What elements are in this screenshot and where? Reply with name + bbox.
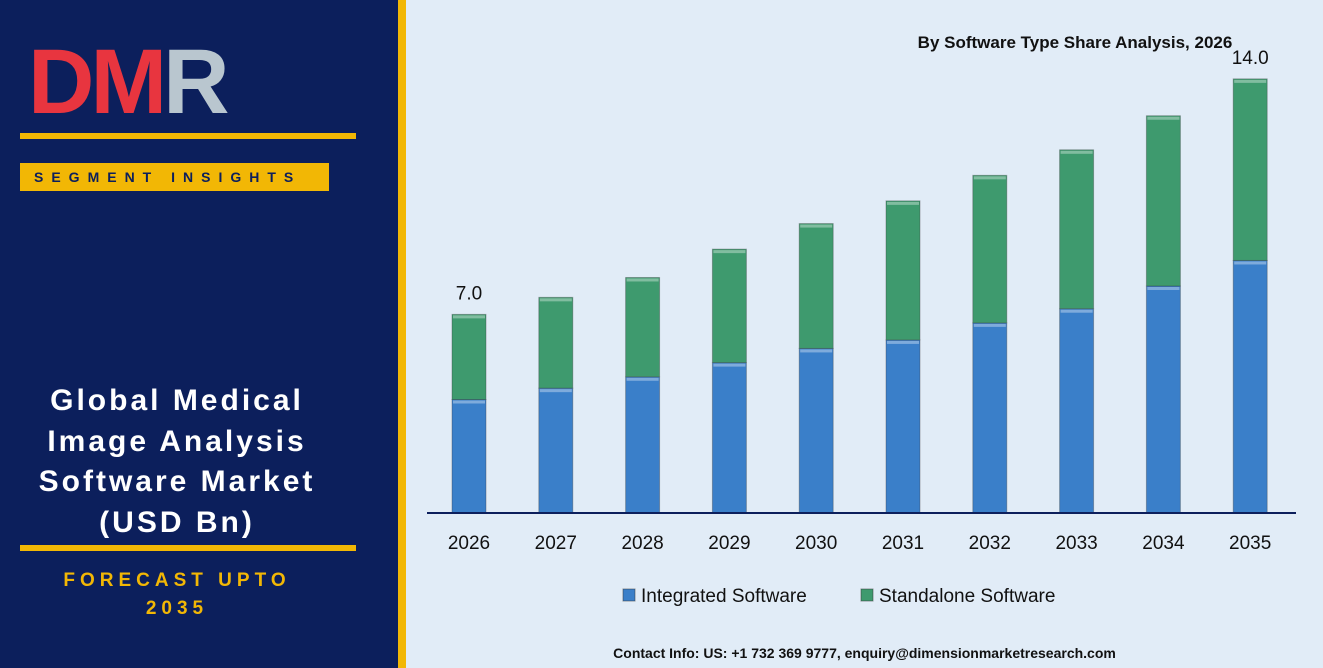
legend-swatch-integrated: [622, 588, 636, 602]
bar-highlight-1-2028: [626, 278, 659, 282]
bar-highlight-0-2033: [1060, 309, 1093, 313]
x-tick-label-2034: 2034: [1142, 533, 1185, 554]
bar-highlight-0-2029: [713, 363, 746, 367]
bar-highlight-1-2033: [1060, 150, 1093, 154]
bar-highlight-0-2035: [1234, 261, 1267, 265]
bar-highlight-1-2031: [887, 201, 919, 205]
x-tick-label-2033: 2033: [1055, 533, 1097, 554]
bar-standalone-2026: [451, 313, 487, 400]
report-title: Global Medical Image Analysis Software M…: [38, 384, 316, 539]
legend-label-integrated: Integrated Software: [641, 586, 807, 607]
bar-highlight-1-2026: [453, 315, 485, 319]
bar-integrated-2035: [1232, 259, 1268, 514]
bar-integrated-2030: [798, 347, 834, 514]
bar-integrated-2028: [625, 376, 661, 514]
bar-highlight-0-2028: [626, 377, 659, 381]
x-tick-label-2032: 2032: [969, 533, 1011, 554]
bar-highlight-0-2032: [973, 323, 1006, 327]
accent-divider: [398, 0, 406, 668]
rule-top: [20, 133, 356, 139]
x-tick-label-2035: 2035: [1229, 533, 1271, 554]
logo-letter-r: R: [163, 31, 229, 133]
data-label-2035: 14.0: [1232, 48, 1269, 69]
bar-integrated-2029: [711, 362, 747, 514]
bar-highlight-1-2035: [1234, 79, 1267, 83]
bar-highlight-1-2034: [1147, 116, 1180, 120]
data-label-2026: 7.0: [456, 283, 482, 304]
left-panel: [0, 0, 398, 668]
legend-swatch-standalone: [860, 588, 874, 602]
bar-standalone-2027: [538, 296, 574, 389]
bar-highlight-1-2027: [539, 298, 572, 302]
x-tick-label-2028: 2028: [621, 533, 663, 554]
bar-standalone-2035: [1232, 78, 1268, 261]
bar-highlight-0-2027: [539, 389, 572, 393]
bar-integrated-2034: [1145, 285, 1181, 514]
bar-highlight-1-2030: [800, 224, 833, 228]
rule-bottom: [20, 545, 356, 551]
bar-integrated-2031: [885, 339, 921, 514]
forecast-label: FORECAST UPTO 2035: [63, 570, 291, 619]
bar-standalone-2033: [1059, 149, 1095, 310]
x-tick-label-2027: 2027: [535, 533, 577, 554]
bar-integrated-2033: [1059, 308, 1095, 514]
x-tick-label-2030: 2030: [795, 533, 837, 554]
x-tick-label-2026: 2026: [448, 533, 490, 554]
bar-standalone-2031: [885, 200, 921, 341]
x-tick-label-2029: 2029: [708, 533, 750, 554]
legend-label-standalone: Standalone Software: [879, 586, 1055, 607]
bar-highlight-1-2032: [973, 176, 1006, 180]
logo-letter-m: M: [90, 31, 167, 133]
bar-highlight-0-2030: [800, 349, 833, 353]
bar-standalone-2029: [711, 248, 747, 364]
logo-letter-d: D: [28, 31, 94, 133]
logo-text: DMR: [28, 31, 230, 133]
bar-highlight-0-2026: [453, 400, 485, 404]
bar-highlight-0-2034: [1147, 287, 1180, 290]
bar-standalone-2034: [1145, 115, 1181, 287]
bar-standalone-2028: [625, 276, 661, 378]
bar-standalone-2030: [798, 223, 834, 349]
segment-insights-badge: SEGMENT INSIGHTS: [20, 163, 329, 191]
chart-title: By Software Type Share Analysis, 2026: [917, 33, 1233, 52]
bar-standalone-2032: [972, 174, 1008, 324]
bar-highlight-0-2031: [887, 340, 919, 344]
x-tick-label-2031: 2031: [882, 533, 924, 554]
bar-integrated-2032: [972, 322, 1008, 514]
contact-info: Contact Info: US: +1 732 369 9777, enqui…: [613, 645, 1116, 661]
dmr-logo: DMR: [28, 36, 230, 128]
bar-highlight-1-2029: [713, 250, 746, 254]
bar-integrated-2026: [451, 399, 487, 514]
bar-integrated-2027: [538, 387, 574, 514]
